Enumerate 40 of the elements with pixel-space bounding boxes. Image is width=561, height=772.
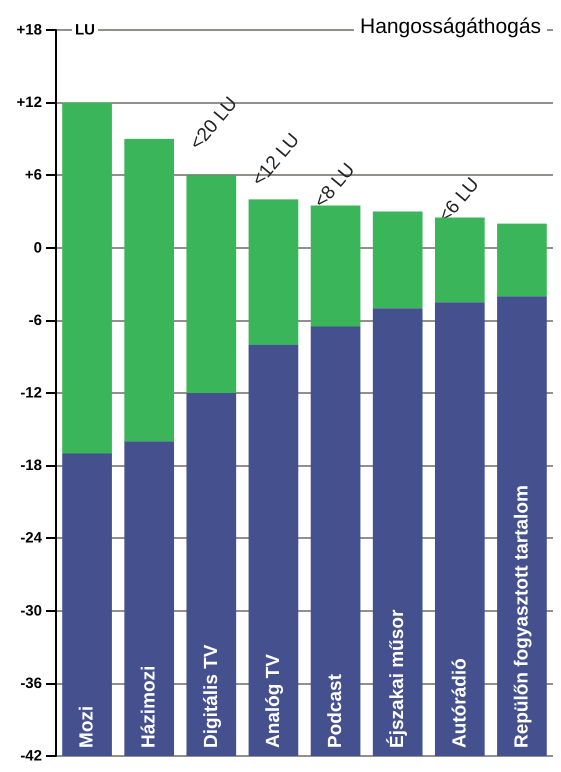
x-tick-label: Autórádió [449, 658, 470, 748]
bar [434, 302, 485, 756]
bar [62, 102, 112, 454]
bar [372, 212, 423, 308]
y-tick-label: -36 [20, 674, 42, 692]
bar [497, 224, 547, 296]
bar [62, 454, 112, 756]
x-tick-label: Mozi [76, 706, 98, 748]
bar [372, 308, 423, 756]
y-tick-label: -24 [20, 530, 43, 547]
bar [124, 138, 174, 442]
y-tick-label: +18 [16, 22, 42, 38]
x-tick-label: Analóg TV [262, 654, 284, 748]
annotation: <12 LU [248, 130, 304, 190]
y-tick-label: -42 [20, 748, 42, 764]
y-tick-label: +6 [24, 166, 42, 184]
bar [124, 441, 174, 756]
annotation: <20 LU [186, 93, 242, 154]
x-tick-label: Digitális TV [200, 644, 222, 748]
y-tick-label: -12 [20, 384, 42, 402]
y-tick-label: -18 [20, 457, 42, 474]
bar [310, 205, 360, 326]
bar [186, 175, 236, 393]
bar [248, 344, 298, 756]
y-tick-label: +12 [16, 94, 42, 112]
x-tick-label: Házimozi [138, 666, 160, 748]
x-tick-label: Éjszakai műsor [386, 609, 408, 748]
x-tick-label: Repülőn fogyasztott tartalom [511, 485, 532, 748]
chart-title: Hangosságáthogás [360, 15, 542, 38]
y-tick-label: -6 [28, 312, 42, 329]
x-tick-label: Podcast [325, 673, 346, 748]
y-tick-label: 0 [34, 239, 42, 256]
bar [310, 326, 360, 756]
bar [248, 199, 298, 345]
bar [497, 296, 547, 756]
y-tick-label: -30 [20, 602, 42, 620]
annotation: <8 LU [310, 159, 360, 212]
bar [186, 393, 236, 756]
y-axis-title: LU [75, 22, 95, 38]
bar [434, 218, 485, 302]
